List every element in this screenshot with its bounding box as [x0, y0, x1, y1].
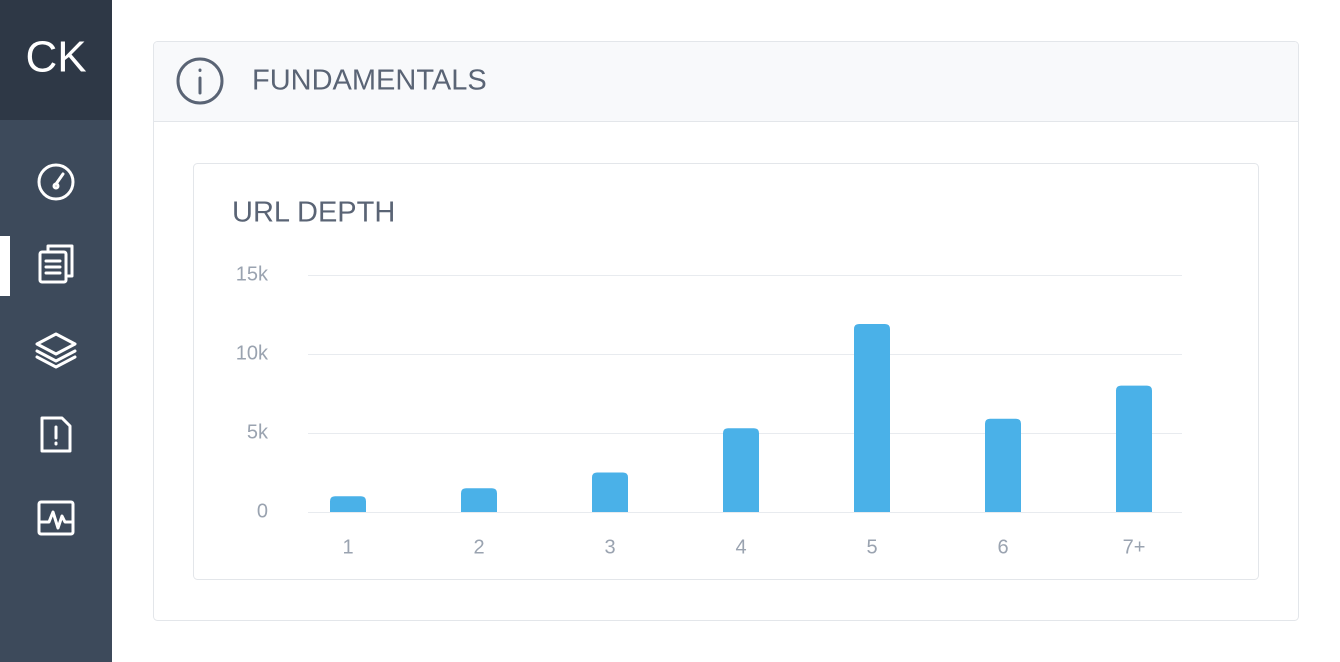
bar: [461, 488, 497, 512]
monitor-icon[interactable]: [37, 500, 75, 536]
active-indicator: [0, 236, 10, 296]
x-tick-label: 7+: [1123, 536, 1146, 558]
logo-area: [0, 0, 112, 120]
y-tick-label: 15k: [236, 263, 269, 285]
x-tick-label: 6: [997, 536, 1008, 558]
layers-icon[interactable]: [35, 332, 77, 369]
panel-header: [154, 42, 1298, 121]
y-tick-label: 10k: [236, 342, 269, 364]
logo: CK: [25, 33, 86, 82]
bar: [1116, 385, 1152, 512]
issues-icon[interactable]: [40, 416, 72, 453]
bar: [854, 323, 890, 512]
x-tick-label: 4: [735, 536, 746, 558]
info-icon: [176, 57, 224, 105]
y-tick-label: 5k: [247, 421, 269, 443]
y-tick-label: 0: [257, 500, 268, 522]
bar: [330, 496, 366, 512]
x-tick-label: 3: [604, 536, 615, 558]
dashboard-icon[interactable]: [37, 163, 75, 201]
bar: [985, 418, 1021, 512]
chart-title: URL DEPTH: [232, 197, 395, 229]
panel-title: FUNDAMENTALS: [252, 65, 487, 97]
x-tick-label: 2: [473, 536, 484, 558]
x-tick-label: 1: [342, 536, 353, 558]
bar: [723, 428, 759, 512]
x-tick-label: 5: [866, 536, 877, 558]
bar: [592, 472, 628, 512]
pages-icon[interactable]: [38, 244, 74, 284]
